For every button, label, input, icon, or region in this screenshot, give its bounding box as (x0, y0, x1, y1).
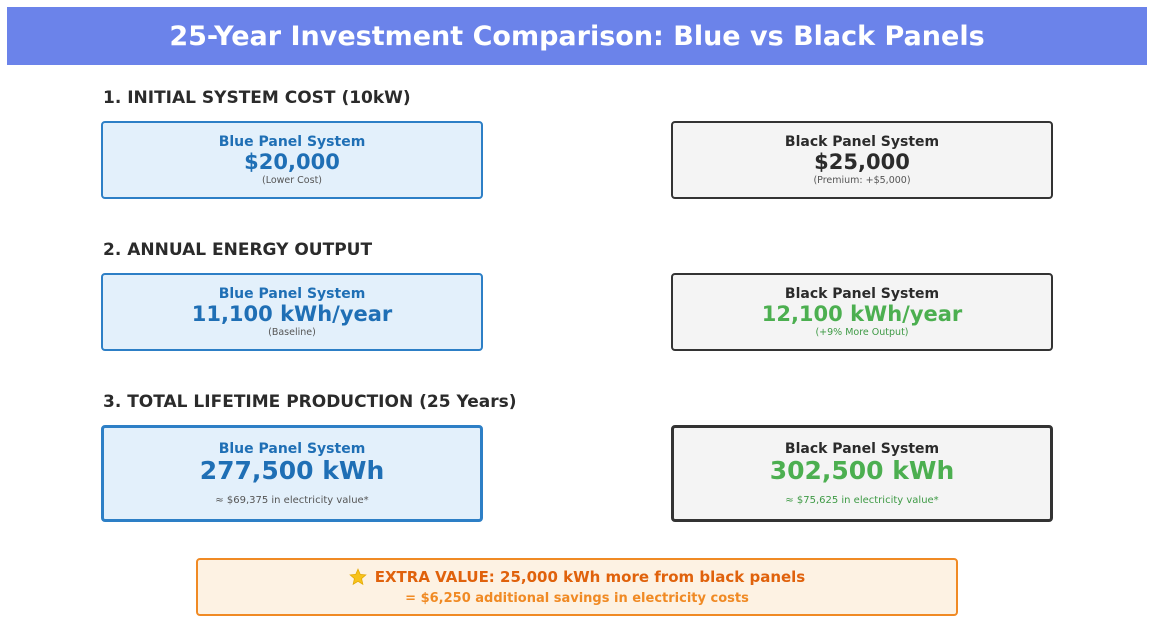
card-note: ≈ $75,625 in electricity value* (785, 495, 939, 507)
page-title: 25-Year Investment Comparison: Blue vs B… (7, 7, 1147, 65)
card-label: Black Panel System (784, 440, 940, 457)
blue-panel-cost-card: Blue Panel System $20,000 (Lower Cost) (101, 121, 483, 199)
card-value: $25,000 (814, 149, 910, 174)
extra-value-summary: EXTRA VALUE: 25,000 kWh more from black … (196, 558, 958, 616)
section-heading-annual-output: 2. ANNUAL ENERGY OUTPUT (103, 240, 373, 260)
summary-line2: = $6,250 additional savings in electrici… (405, 591, 749, 606)
black-panel-lifetime-card: Black Panel System 302,500 kWh ≈ $75,625… (671, 425, 1053, 522)
blue-panel-output-card: Blue Panel System 11,100 kWh/year (Basel… (101, 273, 483, 351)
card-label: Blue Panel System (218, 440, 366, 457)
card-label: Blue Panel System (218, 285, 366, 302)
card-value: 277,500 kWh (199, 455, 385, 485)
card-note: (Lower Cost) (261, 175, 322, 187)
summary-line1: EXTRA VALUE: 25,000 kWh more from black … (374, 568, 806, 586)
card-value: 302,500 kWh (769, 455, 955, 485)
card-note: ≈ $69,375 in electricity value* (215, 495, 369, 507)
black-panel-output-card: Black Panel System 12,100 kWh/year (+9% … (671, 273, 1053, 351)
card-note: (Baseline) (268, 327, 316, 339)
blue-panel-lifetime-card: Blue Panel System 277,500 kWh ≈ $69,375 … (101, 425, 483, 522)
card-value: $20,000 (244, 149, 340, 174)
card-label: Black Panel System (784, 285, 940, 302)
card-value: 11,100 kWh/year (191, 301, 393, 326)
section-heading-lifetime-production: 3. TOTAL LIFETIME PRODUCTION (25 Years) (103, 392, 517, 412)
star-icon (348, 568, 367, 586)
black-panel-cost-card: Black Panel System $25,000 (Premium: +$5… (671, 121, 1053, 199)
card-value: 12,100 kWh/year (761, 301, 963, 326)
card-note: (+9% More Output) (815, 327, 909, 339)
card-label: Blue Panel System (218, 133, 366, 150)
section-heading-initial-cost: 1. INITIAL SYSTEM COST (10kW) (103, 88, 411, 108)
summary-headline: EXTRA VALUE: 25,000 kWh more from black … (348, 568, 806, 586)
card-label: Black Panel System (784, 133, 940, 150)
card-note: (Premium: +$5,000) (813, 175, 911, 187)
